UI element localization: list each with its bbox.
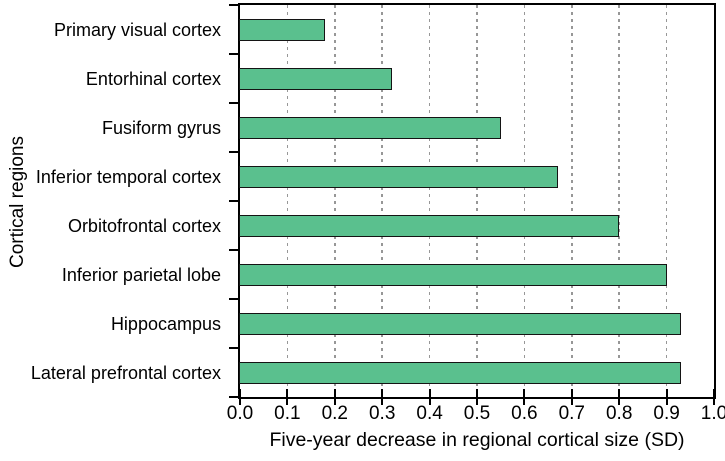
- x-tick-label-0.1: 0.1: [274, 403, 301, 424]
- category-label-entorhinal-cortex: Entorhinal cortex: [85, 68, 221, 89]
- category-label-primary-visual-cortex: Primary visual cortex: [53, 19, 221, 40]
- plot-area: [229, 3, 716, 405]
- x-axis-tick-0.6: [523, 389, 526, 405]
- x-tick-label-0.9: 0.9: [653, 403, 680, 424]
- x-axis-tick-0.7: [570, 389, 573, 405]
- gridline-0.7: [571, 5, 573, 397]
- x-axis-tick-0.5: [476, 389, 478, 405]
- y-axis-tick: [229, 151, 238, 153]
- y-axis-tick: [229, 200, 238, 202]
- x-axis-tick-labels: 0.0 0.1 0.2 0.3 0.4 0.5 0.6 0.7 0.8 0.9 1.0: [227, 403, 725, 427]
- y-axis-tick: [229, 53, 238, 55]
- gridline-0.9: [665, 5, 668, 397]
- category-label-inferior-parietal-lobe: Inferior parietal lobe: [61, 264, 221, 285]
- category-label-orbitofrontal-cortex: Orbitofrontal cortex: [67, 215, 221, 236]
- y-axis-tick: [229, 347, 238, 349]
- x-tick-label-0.5: 0.5: [463, 403, 491, 424]
- y-axis-tick: [229, 4, 238, 6]
- x-axis-tick-0.9: [665, 389, 668, 405]
- bar-inferior-temporal-cortex: [239, 165, 558, 188]
- gridline-0.2: [334, 5, 336, 397]
- bar-primary-visual-cortex: [239, 18, 326, 41]
- x-axis-tick-0.4: [428, 389, 431, 405]
- bar-hippocampus: [239, 312, 681, 335]
- bar-fusiform-gyrus: [239, 116, 501, 139]
- x-axis-tick-0.3: [381, 389, 384, 405]
- bar-lateral-prefrontal-cortex: [239, 361, 681, 384]
- gridline-0.3: [381, 5, 383, 397]
- bar-inferior-parietal-lobe: [239, 263, 667, 286]
- y-axis-tick: [229, 298, 238, 300]
- gridline-0.8: [618, 5, 620, 397]
- x-axis-tick-0.0: [239, 389, 241, 405]
- x-tick-label-1.0: 1.0: [700, 403, 725, 424]
- bar-entorhinal-cortex: [239, 67, 392, 90]
- y-axis-tick: [229, 249, 238, 251]
- gridline-0.1: [286, 5, 289, 397]
- category-label-lateral-prefrontal-cortex: Lateral prefrontal cortex: [30, 362, 221, 383]
- y-axis-tick: [229, 396, 238, 398]
- x-tick-label-0.4: 0.4: [416, 403, 443, 424]
- x-axis-tick-0.8: [618, 389, 621, 405]
- x-axis-tick-0.2: [333, 389, 336, 405]
- category-label-fusiform-gyrus: Fusiform gyrus: [101, 117, 221, 138]
- bar-orbitofrontal-cortex: [239, 214, 620, 237]
- x-tick-label-0.2: 0.2: [321, 403, 349, 424]
- y-axis-tick: [229, 102, 238, 104]
- x-tick-label-0.7: 0.7: [558, 403, 586, 424]
- x-axis-tick-0.1: [286, 389, 289, 405]
- category-labels: Primary visual cortex Entorhinal cortex Fu…: [0, 5, 230, 397]
- x-tick-label-0.3: 0.3: [368, 403, 396, 424]
- x-axis-title: Five-year decrease in regional cortical …: [269, 429, 685, 451]
- x-tick-label-0.6: 0.6: [511, 403, 538, 424]
- category-label-hippocampus: Hippocampus: [110, 313, 221, 334]
- x-tick-label-0.0: 0.0: [226, 403, 254, 424]
- x-axis-tick-1.0: [713, 389, 715, 405]
- gridline-0.6: [523, 5, 526, 397]
- x-tick-label-0.8: 0.8: [605, 403, 633, 424]
- gridline-0.5: [476, 5, 478, 397]
- gridline-0.4: [428, 5, 431, 397]
- category-label-inferior-temporal-cortex: Inferior temporal cortex: [35, 166, 221, 187]
